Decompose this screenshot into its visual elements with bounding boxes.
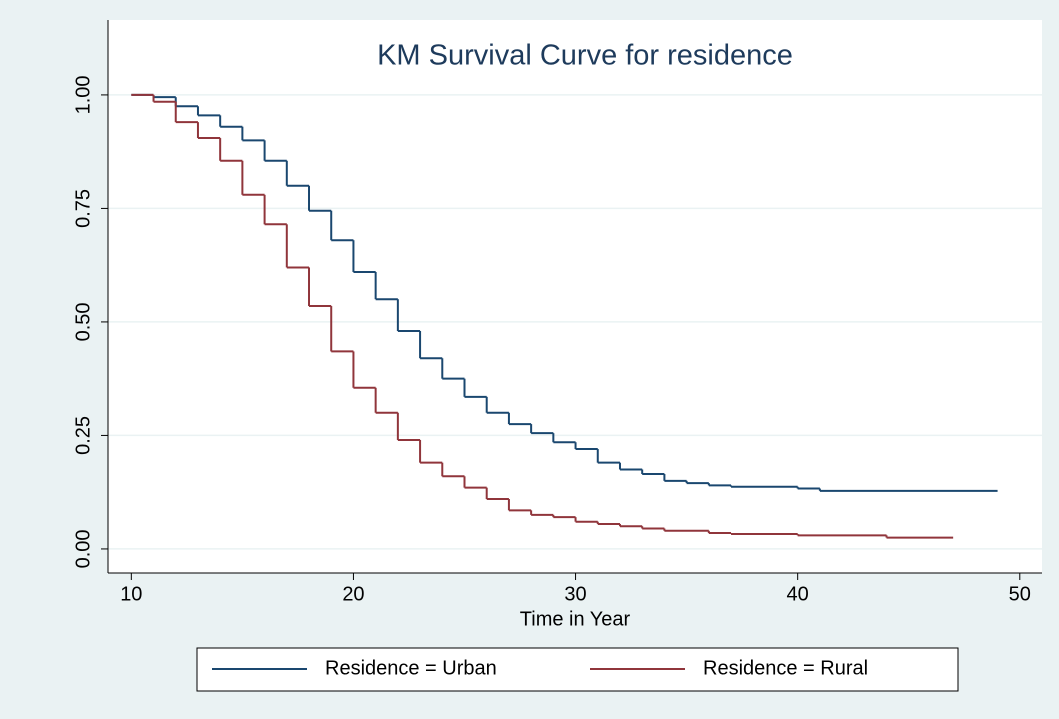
- x-axis-label: Time in Year: [520, 608, 631, 630]
- x-tick-label: 10: [120, 583, 142, 605]
- plot-background: [108, 20, 1042, 573]
- x-tick-label: 50: [1009, 583, 1031, 605]
- legend-label: Residence = Rural: [703, 657, 868, 679]
- y-tick-label: 1.00: [72, 75, 94, 114]
- y-tick-label: 0.25: [72, 416, 94, 455]
- chart-title: KM Survival Curve for residence: [377, 40, 793, 72]
- legend: [196, 647, 959, 692]
- legend-label: Residence = Urban: [325, 657, 497, 679]
- x-tick-label: 40: [787, 583, 809, 605]
- y-tick-label: 0.00: [72, 529, 94, 568]
- x-tick-label: 30: [564, 583, 586, 605]
- y-tick-label: 0.75: [72, 189, 94, 228]
- x-tick-label: 20: [342, 583, 364, 605]
- y-tick-label: 0.50: [72, 302, 94, 341]
